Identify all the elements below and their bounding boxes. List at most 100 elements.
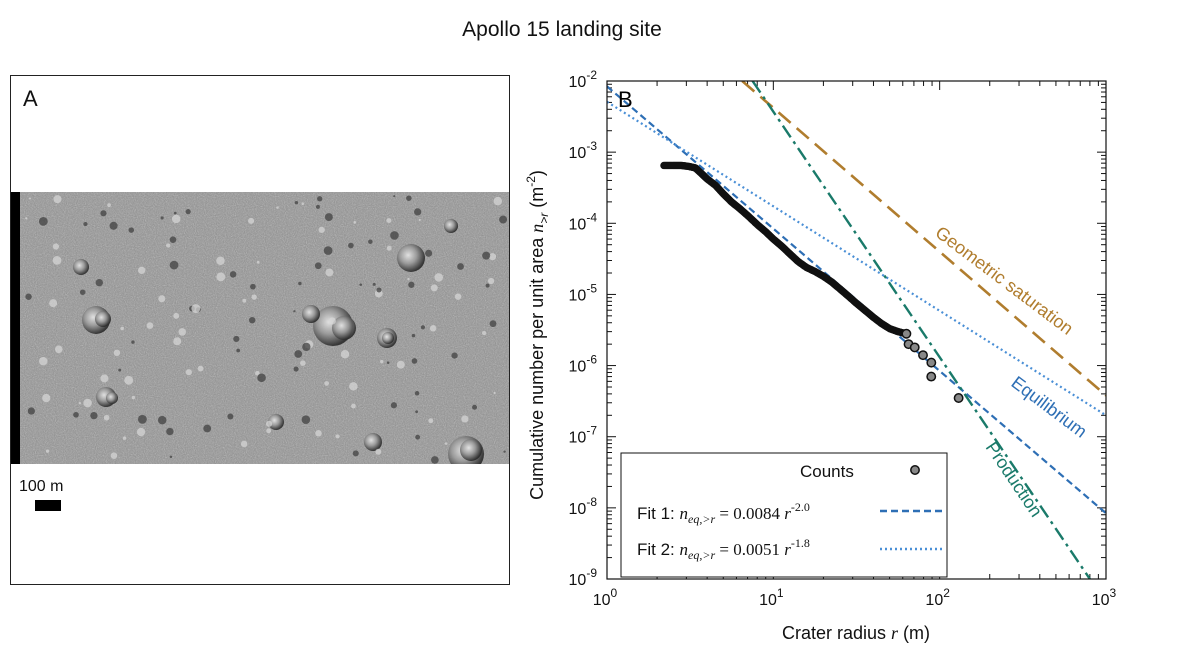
crater (52, 243, 60, 250)
crater (314, 262, 322, 270)
crater (414, 391, 420, 396)
production-line (751, 81, 1091, 579)
crater (430, 284, 438, 292)
crater (451, 352, 458, 359)
crater (78, 402, 82, 405)
crater (42, 393, 51, 403)
scale-bar (35, 500, 61, 511)
crater (386, 218, 392, 224)
crater (340, 350, 350, 359)
crater (415, 434, 421, 440)
crater (227, 413, 234, 420)
crater (489, 320, 497, 328)
crater (359, 283, 363, 286)
crater (191, 304, 201, 313)
x-tick-label: 102 (925, 586, 950, 609)
crater (229, 271, 237, 278)
crater (485, 283, 490, 288)
crater (110, 452, 118, 459)
crater (106, 392, 118, 404)
crater (301, 415, 311, 424)
crater (351, 403, 356, 409)
fit2-line (607, 100, 1106, 417)
count-point (901, 328, 912, 339)
crater (376, 287, 382, 293)
crater (382, 332, 394, 344)
crater (38, 216, 48, 226)
crater (318, 226, 325, 234)
crater (324, 213, 333, 222)
crater (166, 243, 171, 248)
crater (73, 411, 79, 418)
legend: Counts Fit 1: neq,>r = 0.0084 r-2.0 Fit … (620, 452, 948, 578)
crater (49, 299, 58, 308)
crater (372, 282, 376, 286)
lunar-surface-image (11, 192, 509, 464)
crater (353, 221, 357, 224)
annotation-production: Production (982, 438, 1047, 521)
y-tick-label: 10-5 (569, 281, 598, 304)
annotation-geometric-saturation: Geometric saturation (932, 222, 1077, 339)
crater (294, 350, 303, 358)
plot-frame (606, 80, 1107, 580)
crater (242, 298, 247, 303)
crater (73, 259, 89, 275)
crater (166, 427, 174, 436)
crater (216, 272, 226, 282)
crater (302, 342, 311, 352)
crater (482, 331, 487, 336)
crater (160, 216, 164, 220)
crater (406, 195, 412, 201)
count-point (926, 357, 937, 368)
crater (173, 211, 177, 215)
crater (293, 366, 299, 372)
crater (131, 395, 136, 400)
crater (173, 337, 182, 346)
crater (315, 204, 320, 209)
crater (113, 349, 121, 357)
y-tick-label: 10-4 (569, 210, 598, 233)
legend-counts-marker (910, 465, 920, 475)
model-lines (607, 81, 1106, 579)
crater (216, 256, 225, 265)
crater (488, 253, 497, 261)
crater (315, 430, 322, 437)
crater (39, 356, 48, 366)
crater (185, 369, 192, 376)
crater (124, 375, 134, 385)
crater (100, 210, 107, 217)
y-tick-label: 10-8 (569, 495, 598, 518)
crater (171, 214, 181, 224)
crater (415, 410, 418, 414)
count-point (953, 393, 964, 403)
crater (248, 316, 256, 324)
count-point (909, 342, 920, 353)
crater (493, 391, 496, 395)
crater (276, 206, 279, 209)
crater (250, 283, 256, 290)
crater (444, 442, 448, 445)
crater (248, 217, 255, 224)
y-axis-title: Cumulative number per unit area n>r (m-2… (524, 170, 551, 500)
crater (332, 316, 356, 340)
crater (472, 404, 478, 410)
crater (460, 439, 482, 461)
crater (52, 255, 62, 265)
crater-field (25, 195, 508, 464)
crater (169, 260, 179, 270)
legend-box (620, 452, 948, 578)
scale-bar-label: 100 m (19, 478, 64, 495)
crater-density-chart: 100 101 102 103 10-910-810-710-610-510-410-… (524, 68, 1117, 643)
crater (294, 200, 299, 205)
crater (503, 450, 506, 453)
crater (390, 402, 398, 409)
geometric-saturation-line (741, 81, 1106, 397)
crater (169, 455, 173, 459)
crater (293, 310, 296, 313)
crater (27, 407, 35, 415)
crater (418, 218, 421, 221)
y-tick-label: 10-6 (569, 353, 598, 376)
x-tick-label: 103 (1092, 586, 1117, 609)
crater (100, 374, 109, 383)
crater (83, 221, 88, 227)
